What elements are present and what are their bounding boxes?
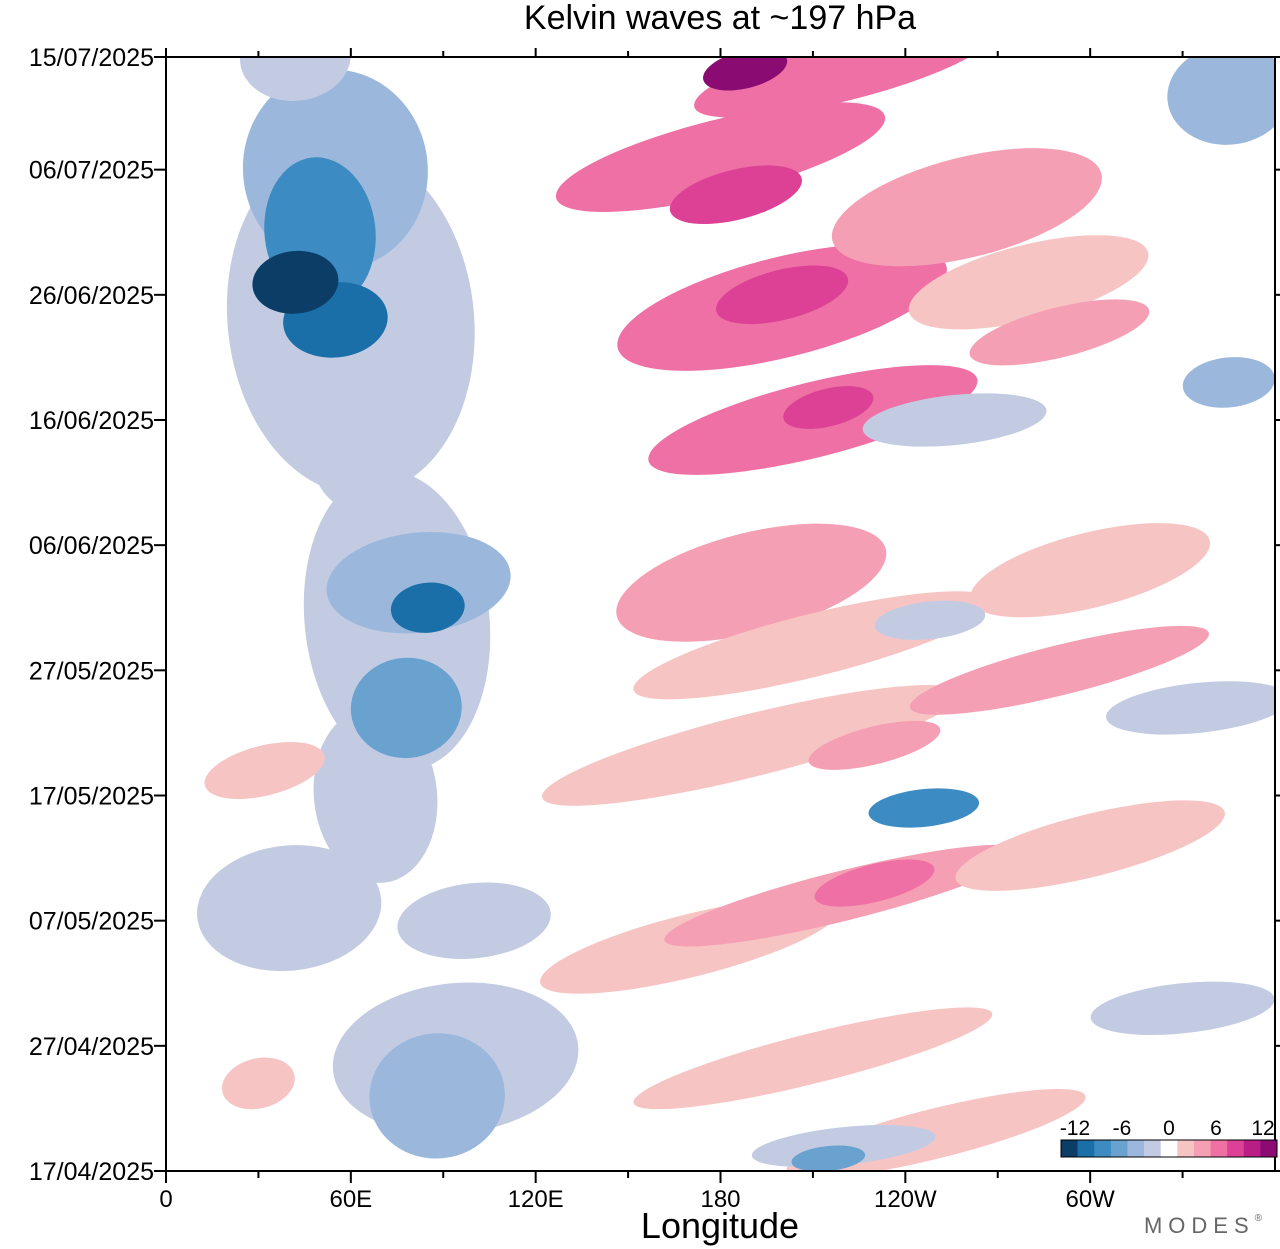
colorbar-tick-label: 6 bbox=[1210, 1117, 1222, 1140]
y-tick-label: 17/05/2025 bbox=[29, 782, 154, 810]
y-tick-label: 17/04/2025 bbox=[29, 1158, 154, 1186]
colorbar-swatch bbox=[1160, 1140, 1178, 1157]
negative-anomaly-blob bbox=[868, 788, 980, 828]
positive-anomaly-blob bbox=[969, 299, 1150, 366]
y-tick-label: 07/05/2025 bbox=[29, 908, 154, 936]
positive-anomaly-blob bbox=[633, 1007, 993, 1110]
positive-anomaly-blob bbox=[204, 742, 325, 799]
colorbar-swatch bbox=[1210, 1140, 1228, 1157]
y-tick-label: 06/07/2025 bbox=[29, 157, 154, 185]
y-tick-label: 06/06/2025 bbox=[29, 532, 154, 560]
colorbar-swatch bbox=[1110, 1140, 1128, 1157]
colorbar-tick-label: -6 bbox=[1113, 1117, 1132, 1140]
colorbar-swatch bbox=[1193, 1140, 1211, 1157]
y-tick-label: 15/07/2025 bbox=[29, 44, 154, 72]
positive-anomaly-blob bbox=[541, 685, 961, 806]
colorbar-swatch bbox=[1144, 1140, 1161, 1157]
positive-anomaly-blob bbox=[908, 235, 1149, 330]
positive-anomaly-blob bbox=[783, 386, 874, 429]
colorbar-swatch bbox=[1243, 1140, 1261, 1157]
negative-anomaly-blob bbox=[791, 1145, 866, 1171]
colorbar-swatch bbox=[1227, 1140, 1245, 1157]
x-tick-label: 120E bbox=[508, 1186, 564, 1213]
negative-anomaly-blob bbox=[1106, 681, 1275, 735]
y-tick-label: 27/05/2025 bbox=[29, 657, 154, 685]
negative-anomaly-blob bbox=[197, 845, 382, 972]
negative-anomaly-blob bbox=[326, 531, 511, 634]
x-axis-label: Longitude bbox=[641, 1205, 799, 1246]
negative-anomaly-blob bbox=[369, 1033, 505, 1159]
negative-anomaly-blob bbox=[862, 393, 1047, 447]
colorbar: -12 -6 0 6 12 bbox=[1060, 1117, 1278, 1158]
negative-anomaly-blob bbox=[307, 382, 383, 508]
colorbar-swatch bbox=[1127, 1140, 1145, 1157]
positive-anomaly-blob bbox=[814, 859, 935, 907]
x-tick-label: 180 bbox=[700, 1186, 740, 1213]
heatmap-field bbox=[197, 57, 1275, 1171]
positive-anomaly-blob bbox=[909, 625, 1209, 715]
x-tick-label: 0 bbox=[159, 1186, 172, 1213]
positive-anomaly-blob bbox=[831, 148, 1102, 267]
y-axis: 17/04/2025 27/04/2025 07/05/2025 17/05/2025… bbox=[29, 44, 1280, 1186]
positive-anomaly-blob bbox=[955, 800, 1225, 891]
x-axis: 0 60E 120E 180 120W 60W bbox=[159, 48, 1184, 1213]
positive-anomaly-blob bbox=[808, 720, 941, 770]
colorbar-tick-label: -12 bbox=[1060, 1117, 1090, 1140]
colorbar-swatch bbox=[1094, 1140, 1112, 1157]
colorbar-swatch bbox=[1260, 1140, 1278, 1157]
x-tick-label: 60W bbox=[1065, 1186, 1115, 1213]
negative-anomaly-blob bbox=[1182, 357, 1275, 408]
colorbar-tick-label: 0 bbox=[1163, 1117, 1175, 1140]
y-tick-label: 16/06/2025 bbox=[29, 407, 154, 435]
negative-anomaly-blob bbox=[1090, 981, 1275, 1035]
positive-anomaly-blob bbox=[221, 1057, 295, 1110]
positive-anomaly-blob bbox=[970, 523, 1211, 618]
negative-anomaly-blob bbox=[390, 582, 465, 633]
colorbar-swatch bbox=[1077, 1140, 1095, 1157]
positive-anomaly-blob bbox=[716, 265, 849, 325]
negative-anomaly-blob bbox=[397, 882, 551, 959]
colorbar-frame bbox=[1060, 1139, 1278, 1158]
negative-anomaly-blob bbox=[240, 57, 351, 101]
colorbar-swatch bbox=[1177, 1140, 1195, 1157]
positive-anomaly-blob bbox=[694, 57, 994, 118]
positive-anomaly-blob bbox=[669, 165, 802, 224]
x-tick-label: 120W bbox=[874, 1186, 937, 1213]
negative-anomaly-blob bbox=[252, 250, 339, 314]
x-tick-label: 60E bbox=[329, 1186, 372, 1213]
negative-anomaly-blob bbox=[874, 600, 986, 640]
colorbar-tick-label: 12 bbox=[1251, 1117, 1274, 1140]
y-tick-label: 26/06/2025 bbox=[29, 282, 154, 310]
brand-mark: ® bbox=[1254, 1213, 1262, 1224]
positive-anomaly-blob bbox=[555, 102, 886, 212]
modes-logo: MODES® bbox=[1144, 1213, 1262, 1239]
colorbar-swatch bbox=[1061, 1140, 1078, 1157]
negative-anomaly-blob bbox=[350, 657, 462, 759]
chart-title: Kelvin waves at ~197 hPa bbox=[524, 0, 916, 37]
y-tick-label: 27/04/2025 bbox=[29, 1033, 154, 1061]
positive-anomaly-blob bbox=[703, 57, 788, 91]
brand-text: MODES bbox=[1143, 1213, 1255, 1238]
negative-anomaly-blob bbox=[1167, 57, 1275, 145]
